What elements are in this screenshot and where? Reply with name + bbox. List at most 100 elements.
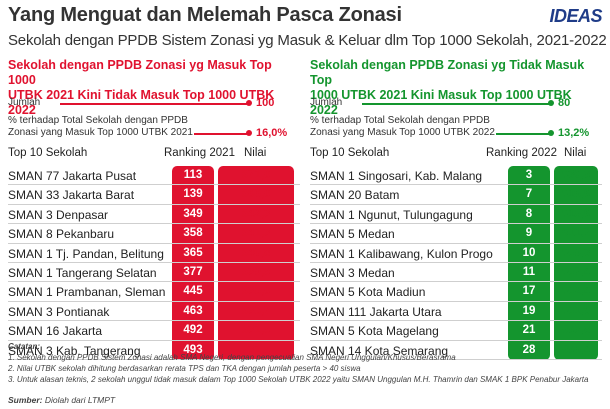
value-cell: 602,4 [561,285,591,298]
table-row: SMAN 1 Ngunut, Tulungagung 8 615,6 [310,205,602,225]
right-jumlah-label: Jumlah [310,97,343,108]
school-name: SMAN 16 Jakarta [8,324,103,339]
table-row: SMAN 5 Kota Magelang 21 598,8 [310,321,602,341]
table-row: SMAN 14 Kota Semarang 28 596,4 [310,341,602,360]
right-panel: Sekolah dengan PPDB Zonasi yg Tidak Masu… [310,58,602,360]
table-row: SMAN 3 Medan 11 607,4 [310,263,602,283]
right-table: Top 10 Sekolah Ranking 2022 Nilai SMAN 1… [310,144,602,360]
school-name: SMAN 1 Singosari, Kab. Malang [310,169,483,183]
rank-cell: 113 [183,169,203,181]
school-name: SMAN 5 Kota Magelang [310,324,439,339]
table-row: SMAN 1 Prambanan, Sleman 445 535,0 [8,282,300,302]
left-col-rank: Ranking 2021 [164,147,235,159]
rank-cell: 7 [525,188,533,201]
logo-text: IDEAS [549,6,602,26]
school-name: SMAN 77 Jakarta Pusat [8,169,137,183]
note-item-2: 2. Nilai UTBK sekolah dihitung berdasark… [8,364,361,373]
left-jumlah-row: Jumlah 100 [8,97,300,111]
right-rank-column-bg [508,166,550,360]
note-item-3: 3. Untuk alasan teknis, 2 sekolah unggul… [8,375,589,384]
table-row: SMAN 77 Jakarta Pusat 113 571,0 [8,166,300,186]
source: Sumber: Diolah dari LTMPT [8,395,115,405]
school-name: SMAN 33 Jakarta Barat [8,188,135,203]
value-cell: 596,4 [561,343,591,356]
table-row: SMAN 1 Tj. Pandan, Belitung 365 540,8 [8,244,300,263]
school-name: SMAN 3 Pontianak [8,304,110,319]
left-heading-line1: Sekolah dengan PPDB Zonasi yg Masuk Top … [8,58,272,87]
school-name: SMAN 3 Kab. Tangerang [8,343,141,358]
table-row: SMAN 5 Kota Madiun 17 602,4 [310,282,602,302]
source-text: Diolah dari LTMPT [44,395,116,405]
school-name: SMAN 111 Jakarta Utara [310,304,442,319]
value-cell: 601,5 [561,304,591,317]
left-jumlah-dot [246,100,252,106]
rank-cell: 10 [522,246,536,259]
value-cell: 616,6 [561,188,591,201]
school-name: SMAN 5 Medan [310,227,395,242]
table-row: SMAN 3 Kab. Tangerang 493 531,9 [8,341,300,360]
value-cell: 531,9 [241,343,271,356]
table-row: SMAN 1 Singosari, Kab. Malang 3 630,9 [310,166,602,186]
notes-title: Catatan: [8,342,41,351]
value-cell: 542,3 [241,207,271,220]
rank-cell: 28 [522,343,536,356]
rank-cell: 8 [525,207,533,220]
left-jumlah-label: Jumlah [8,97,41,108]
rank-cell: 493 [183,343,203,356]
left-pct-label: % terhadap Total Sekolah dengan PPDB Zon… [8,115,208,139]
left-pct-dot [246,130,252,136]
right-jumlah-dot [548,100,554,106]
rank-cell: 3 [525,169,533,181]
rank-cell: 11 [522,265,536,278]
right-col-rank: Ranking 2022 [486,147,557,159]
right-pct-value: 13,2% [558,127,590,139]
left-rank-column-bg [172,166,214,360]
left-pct-label-line2: Zonasi yang Masuk Top 1000 UTBK 2021 [8,127,193,138]
left-pct-value: 16,0% [256,127,288,139]
school-name: SMAN 5 Kota Madiun [310,285,426,300]
right-heading: Sekolah dengan PPDB Zonasi yg Tidak Masu… [310,58,602,117]
table-row: SMAN 16 Jakarta 492 531,9 [8,321,300,341]
left-pct-line [194,133,248,135]
table-row: SMAN 1 Kalibawang, Kulon Progo 10 609,3 [310,244,602,263]
left-table: Top 10 Sekolah Ranking 2021 Nilai SMAN 7… [8,144,300,360]
right-jumlah-row: Jumlah 80 [310,97,602,111]
rank-cell: 358 [183,227,203,240]
value-cell: 535,0 [241,285,271,298]
left-panel: Sekolah dengan PPDB Zonasi yg Masuk Top … [8,58,300,360]
table-row: SMAN 111 Jakarta Utara 19 601,5 [310,302,602,322]
value-cell: 539,9 [241,265,271,278]
rank-cell: 463 [183,304,203,317]
right-value-column-bg [554,166,598,360]
school-name: SMAN 1 Tangerang Selatan [8,265,157,280]
value-cell: 630,9 [561,169,591,181]
note-item-1: 1. Sekolah dengan PPDB Sistem Zonasi ada… [8,353,456,362]
left-pct-label-line1: % terhadap Total Sekolah dengan PPDB [8,115,188,126]
left-pct-row: % terhadap Total Sekolah dengan PPDB Zon… [8,115,300,141]
right-col-value: Nilai [564,147,587,159]
table-row: SMAN 1 Tangerang Selatan 377 539,9 [8,263,300,283]
table-row: SMAN 3 Pontianak 463 533,7 [8,302,300,322]
rank-cell: 445 [183,285,203,298]
school-name: SMAN 1 Ngunut, Tulungagung [310,207,473,222]
value-cell: 611,7 [561,227,591,240]
right-jumlah-line [362,103,550,105]
rank-cell: 9 [525,227,533,240]
value-cell: 566,0 [241,188,271,201]
table-row: SMAN 33 Jakarta Barat 139 566,0 [8,185,300,205]
right-pct-label: % terhadap Total Sekolah dengan PPDB Zon… [310,115,510,139]
value-cell: 541,3 [241,227,271,240]
source-label: Sumber: [8,395,43,405]
ideas-logo: IDEAS [549,6,602,27]
value-cell: 533,7 [241,304,271,317]
left-table-header: Top 10 Sekolah Ranking 2021 Nilai [8,144,300,166]
left-col-school: Top 10 Sekolah [8,147,88,159]
table-row: SMAN 20 Batam 7 616,6 [310,185,602,205]
rank-cell: 365 [183,246,203,259]
left-table-body: SMAN 77 Jakarta Pusat 113 571,0 SMAN 33 Jak… [8,166,300,360]
page-title: Yang Menguat dan Melemah Pasca Zonasi [8,4,402,26]
value-cell: 609,3 [561,246,591,259]
value-cell: 540,8 [241,246,271,259]
left-jumlah-value: 100 [256,97,275,109]
left-heading: Sekolah dengan PPDB Zonasi yg Masuk Top … [8,58,300,117]
